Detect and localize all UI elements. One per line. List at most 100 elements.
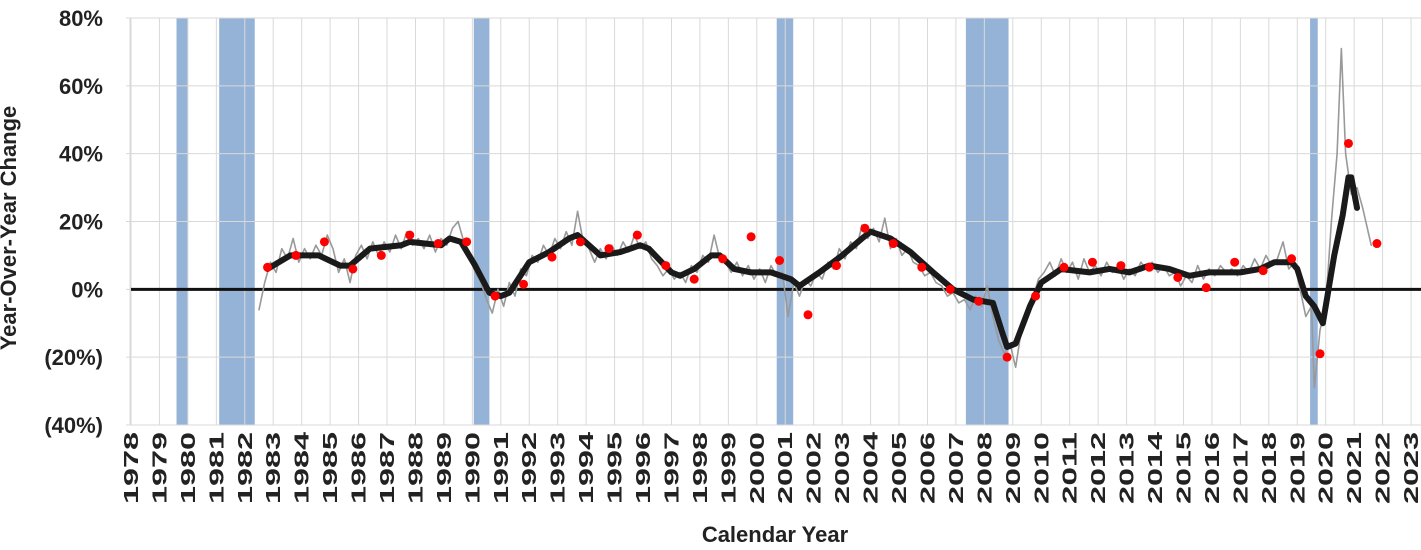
x-tick-label: 1978 [121, 432, 143, 504]
y-tick-label: 0% [71, 277, 103, 302]
data-point [376, 250, 386, 260]
data-point [1173, 272, 1183, 282]
data-point [433, 239, 443, 249]
data-point [1230, 257, 1240, 267]
x-tick-label: 2022 [1373, 432, 1395, 504]
layer [126, 17, 1421, 426]
x-tick-label: 1980 [178, 432, 200, 504]
monthly-line [258, 47, 1373, 389]
x-tick-label: 1990 [462, 432, 484, 504]
x-tick-label: 2003 [832, 432, 854, 504]
y-tick-label: (40%) [44, 413, 103, 438]
data-point [917, 262, 927, 272]
x-tick-label: 2019 [1287, 432, 1309, 504]
x-tick-label: 2014 [1145, 431, 1167, 504]
x-tick-label: 2020 [1316, 432, 1338, 504]
y-tick-label: 80% [59, 6, 103, 31]
x-tick-label: 2001 [775, 432, 797, 504]
y-axis-title: Year-Over-Year Change [0, 106, 21, 351]
x-tick-label: 2000 [747, 432, 769, 504]
data-point [1087, 257, 1097, 267]
data-point [604, 244, 614, 254]
x-axis-title: Calendar Year [702, 522, 849, 547]
x-tick-label: 1995 [605, 432, 627, 504]
data-point [490, 291, 500, 301]
x-tick-label: 1998 [690, 432, 712, 504]
x-tick-label: 2013 [1117, 432, 1139, 504]
x-tick-label: 1989 [434, 432, 456, 504]
x-tick-label: 2023 [1401, 432, 1421, 504]
x-tick-label: 1982 [235, 432, 257, 504]
data-point [1372, 239, 1382, 249]
data-point [974, 296, 984, 306]
x-tick-label: 1979 [149, 432, 171, 504]
data-point [1343, 138, 1353, 148]
trend-line [264, 174, 1360, 350]
x-tick-label: 1987 [377, 432, 399, 504]
x-tick-label: 1985 [320, 432, 342, 504]
data-point [632, 230, 642, 240]
data-point [1315, 349, 1325, 359]
data-point [547, 252, 557, 262]
x-tick-label: 2006 [917, 432, 939, 504]
x-tick-label: 1997 [661, 432, 683, 504]
data-point [462, 237, 472, 247]
data-point [775, 256, 785, 266]
data-point [405, 230, 415, 240]
data-point [1287, 254, 1297, 264]
x-tick-label: 2015 [1173, 432, 1195, 504]
data-point [718, 254, 728, 264]
x-tick-label: 1991 [491, 432, 513, 504]
data-point [263, 262, 273, 272]
x-tick-label: 1996 [633, 432, 655, 504]
x-tick-label: 2004 [861, 431, 883, 504]
x-tick-label: 2002 [804, 432, 826, 504]
data-point [1258, 266, 1268, 276]
x-tick-label: 1994 [576, 431, 598, 504]
x-tick-label: 2008 [974, 432, 996, 504]
x-tick-label: 2016 [1202, 432, 1224, 504]
data-point [1201, 283, 1211, 293]
data-point [1144, 262, 1154, 272]
data-point [746, 232, 756, 242]
data-point [1116, 261, 1126, 271]
x-tick-label: 1993 [548, 432, 570, 504]
x-tick-label: 1983 [263, 432, 285, 504]
x-tick-label: 2007 [946, 432, 968, 504]
x-tick-label: 2005 [889, 432, 911, 504]
y-tick-label: 20% [59, 210, 103, 235]
data-point [1002, 352, 1012, 362]
layer [258, 47, 1382, 389]
x-tick-label: 2011 [1060, 432, 1082, 504]
x-tick-label: 1988 [405, 432, 427, 504]
data-point [860, 223, 870, 233]
data-point [831, 261, 841, 271]
data-point [575, 237, 585, 247]
data-point [888, 239, 898, 249]
x-tick-label: 1981 [206, 432, 228, 504]
data-point [1059, 262, 1069, 272]
x-tick-label: 2017 [1230, 432, 1252, 504]
y-tick-label: 40% [59, 142, 103, 167]
data-point [519, 279, 529, 289]
data-point [661, 261, 671, 271]
x-tick-label: 2021 [1344, 432, 1366, 504]
data-point [1031, 291, 1041, 301]
x-tick-label: 1992 [519, 432, 541, 504]
x-tick-label: 2018 [1259, 432, 1281, 504]
data-point [319, 237, 329, 247]
x-tick-label: 1984 [292, 431, 314, 504]
data-point [803, 310, 813, 320]
x-tick-label: 2010 [1031, 432, 1053, 504]
data-point [291, 250, 301, 260]
x-tick-label: 2009 [1003, 432, 1025, 504]
x-tick-label: 2012 [1088, 432, 1110, 504]
data-point [348, 264, 358, 274]
y-tick-label: 60% [59, 74, 103, 99]
data-point [689, 274, 699, 284]
x-tick-label: 1986 [349, 432, 371, 504]
x-tick-label: 1999 [718, 432, 740, 504]
data-point [945, 284, 955, 294]
y-tick-label: (20%) [44, 345, 103, 370]
